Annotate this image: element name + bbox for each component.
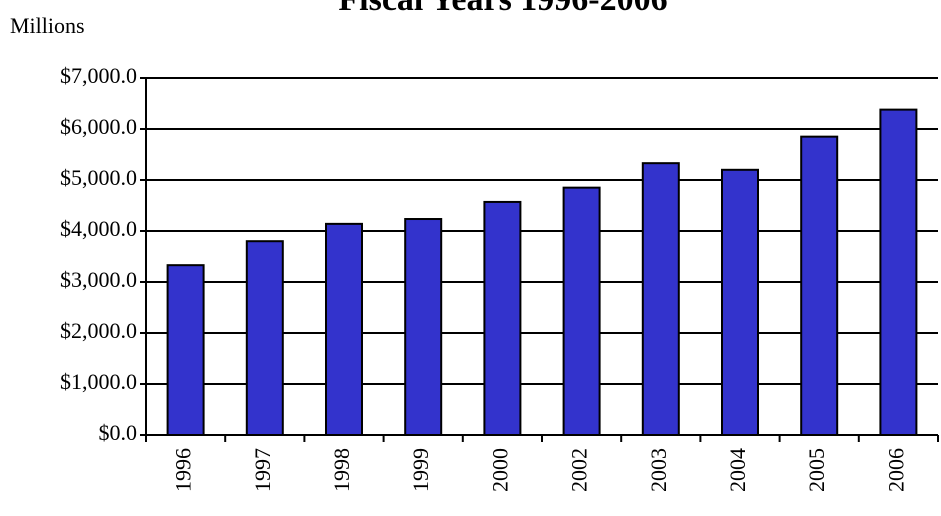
x-tick-label: 2005 — [804, 448, 829, 492]
y-tick-label: $6,000.0 — [60, 114, 137, 139]
x-tick-label: 2000 — [487, 448, 512, 492]
bar — [483, 200, 522, 436]
y-tick-label: $5,000.0 — [60, 165, 137, 190]
y-tick-label: $3,000.0 — [60, 267, 137, 292]
bar — [879, 108, 918, 437]
x-tick-label: 1997 — [250, 448, 275, 492]
x-tick-label: 1996 — [171, 448, 196, 492]
x-tick-label: 2002 — [567, 448, 592, 492]
bar — [166, 264, 205, 437]
x-tick-label: 2006 — [883, 448, 908, 492]
y-tick-label: $1,000.0 — [60, 369, 137, 394]
chart-title: Fiscal Years 1996-2006 — [338, 0, 667, 18]
y-tick-label: $4,000.0 — [60, 216, 137, 241]
y-axis-label: Millions — [10, 13, 85, 38]
x-tick-label: 1999 — [408, 448, 433, 492]
bar — [800, 135, 839, 436]
bar — [721, 168, 759, 437]
bar — [245, 240, 284, 436]
y-tick-label: $0.0 — [99, 420, 138, 445]
x-tick-label: 2003 — [646, 448, 671, 492]
y-tick-label: $7,000.0 — [60, 63, 137, 88]
bar — [562, 186, 601, 436]
bar — [404, 218, 443, 436]
x-tick-label: 1998 — [329, 448, 354, 492]
y-tick-label: $2,000.0 — [60, 318, 137, 343]
bar — [641, 162, 680, 436]
x-tick-label: 2004 — [725, 448, 750, 492]
bar — [325, 222, 363, 436]
